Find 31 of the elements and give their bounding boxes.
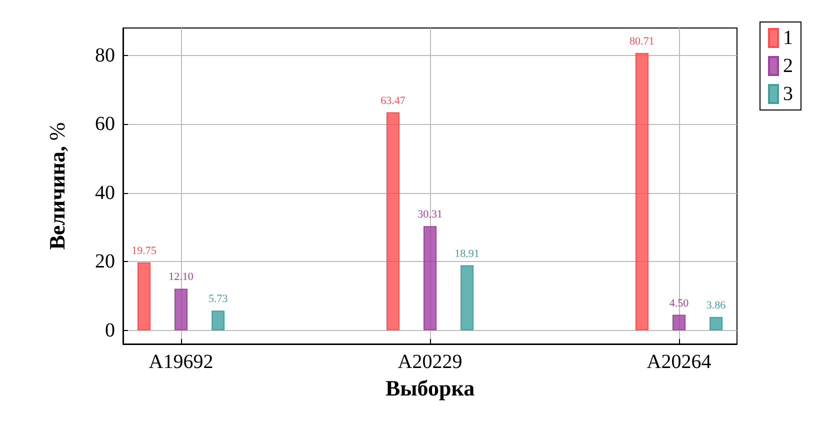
bar [212, 310, 225, 330]
bar [386, 112, 400, 330]
data-label: 18.91 [454, 248, 480, 260]
bar [710, 317, 723, 330]
legend-label: 2 [783, 55, 793, 77]
legend-label: 1 [783, 27, 793, 49]
data-label: 63.47 [380, 94, 406, 107]
bar [424, 226, 436, 330]
bar [635, 53, 648, 330]
data-label: 5.73 [208, 293, 228, 306]
data-label: 3.86 [706, 300, 726, 312]
y-tick-label: 40 [95, 182, 115, 204]
x-tick-label: A19692 [148, 351, 214, 373]
y-tick-label: 20 [95, 250, 115, 273]
bar [174, 288, 188, 330]
x-tick-label: A20264 [646, 351, 712, 373]
data-label: 19.75 [132, 244, 157, 257]
data-label: 80.71 [630, 36, 654, 48]
bar [137, 262, 150, 330]
y-tick-label: 60 [95, 113, 115, 136]
bar [460, 265, 474, 330]
x-axis-title: Выборка [385, 375, 475, 400]
y-tick-label: 80 [95, 44, 115, 66]
data-label: 4.50 [669, 297, 690, 310]
x-tick-label: A20229 [398, 351, 462, 373]
bar [672, 314, 686, 330]
y-tick-label: 0 [105, 319, 115, 342]
data-label: 30.31 [418, 208, 442, 221]
legend-label: 3 [783, 83, 793, 105]
data-label: 12.10 [168, 271, 194, 284]
y-axis-title: Величина, % [44, 122, 70, 250]
